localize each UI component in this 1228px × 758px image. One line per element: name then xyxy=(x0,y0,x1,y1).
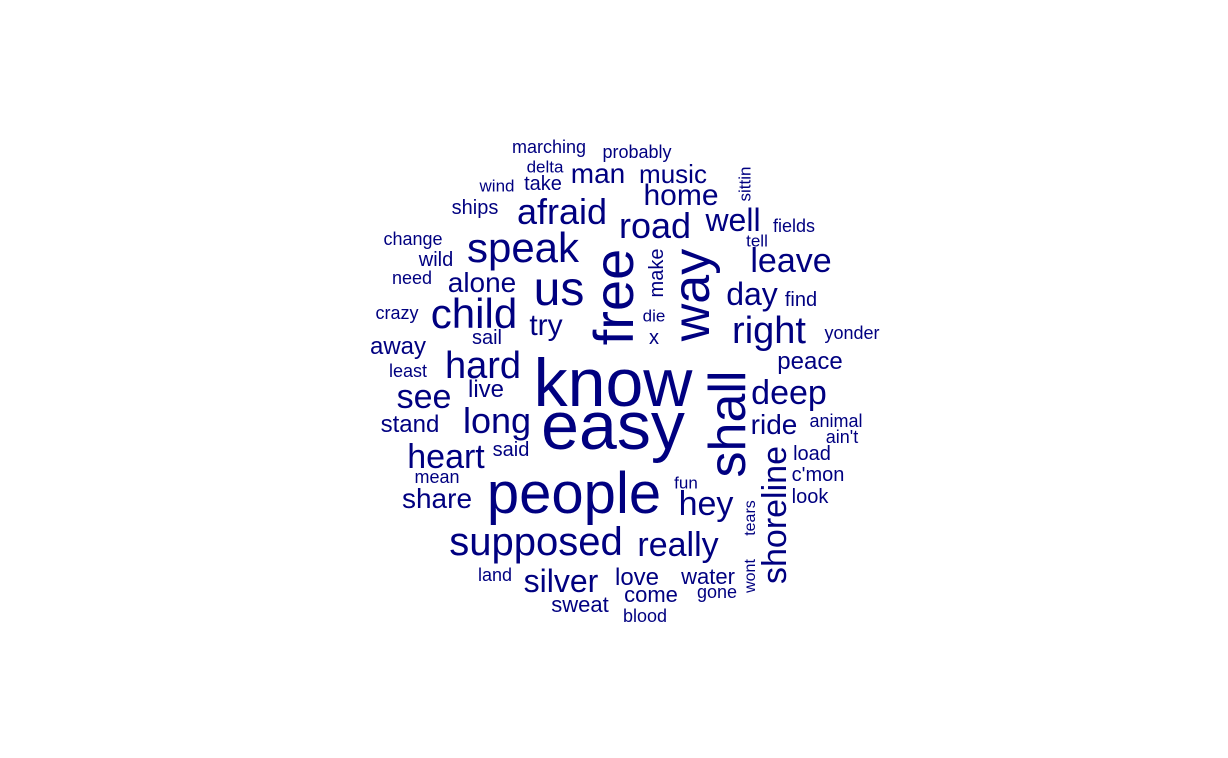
word: child xyxy=(430,290,518,337)
word: afraid xyxy=(516,191,608,232)
word: load xyxy=(793,443,831,465)
word: blood xyxy=(622,606,668,626)
word: ships xyxy=(451,197,499,219)
word: really xyxy=(637,526,719,564)
word: easy xyxy=(541,388,685,464)
word: man xyxy=(570,158,626,189)
word: deep xyxy=(751,374,827,412)
word: mean xyxy=(414,467,460,487)
word: tell xyxy=(746,231,768,251)
word: x xyxy=(649,327,659,349)
word: ride xyxy=(750,409,798,440)
word: home xyxy=(643,179,719,212)
word: water xyxy=(681,564,735,589)
word: said xyxy=(492,439,530,461)
word: alone xyxy=(447,267,517,298)
word: free xyxy=(582,248,645,346)
word: need xyxy=(391,268,433,288)
word: tears xyxy=(742,500,759,536)
word: know xyxy=(533,345,693,421)
word: sail xyxy=(471,327,503,349)
word: marching xyxy=(511,137,587,157)
word: fun xyxy=(674,473,698,493)
word: road xyxy=(618,205,692,246)
word: fields xyxy=(772,216,816,236)
word: wind xyxy=(479,176,515,196)
word: look xyxy=(791,486,829,508)
word: make xyxy=(646,248,668,298)
word: take xyxy=(524,173,562,195)
word: land xyxy=(477,565,513,585)
word: ain't xyxy=(825,427,859,447)
word: hey xyxy=(678,485,734,523)
word: c'mon xyxy=(791,464,845,486)
word: long xyxy=(462,400,532,441)
word: find xyxy=(784,289,818,311)
word: speak xyxy=(466,224,580,271)
word: away xyxy=(369,333,427,360)
word: supposed xyxy=(449,520,623,564)
word: people xyxy=(486,461,662,526)
word: live xyxy=(467,376,505,403)
word: animal xyxy=(809,411,863,431)
word: gone xyxy=(696,582,738,602)
word: heart xyxy=(407,438,485,476)
word: hard xyxy=(444,345,522,387)
word: crazy xyxy=(375,303,419,323)
word: right xyxy=(732,310,806,352)
word: day xyxy=(726,276,778,312)
word: come xyxy=(624,582,678,607)
word: delta xyxy=(526,157,564,177)
word: see xyxy=(396,378,452,416)
word: try xyxy=(529,309,563,342)
word: die xyxy=(642,306,666,326)
word: shoreline xyxy=(756,446,794,584)
word: us xyxy=(533,263,585,316)
word: yonder xyxy=(824,323,880,343)
word: least xyxy=(388,361,428,381)
word: sittin xyxy=(735,166,755,202)
word: probably xyxy=(602,142,672,162)
word: way xyxy=(663,248,721,342)
word: music xyxy=(639,159,707,189)
word: change xyxy=(383,229,443,249)
word: leave xyxy=(750,242,832,280)
word: wild xyxy=(418,249,454,271)
word: share xyxy=(401,483,473,514)
word: stand xyxy=(380,411,440,438)
word: well xyxy=(705,202,761,238)
word: shall xyxy=(699,370,757,478)
word: peace xyxy=(777,348,843,375)
word: wont xyxy=(742,559,759,593)
word: sweat xyxy=(551,592,609,617)
word: love xyxy=(614,564,660,591)
word: silver xyxy=(523,563,599,599)
